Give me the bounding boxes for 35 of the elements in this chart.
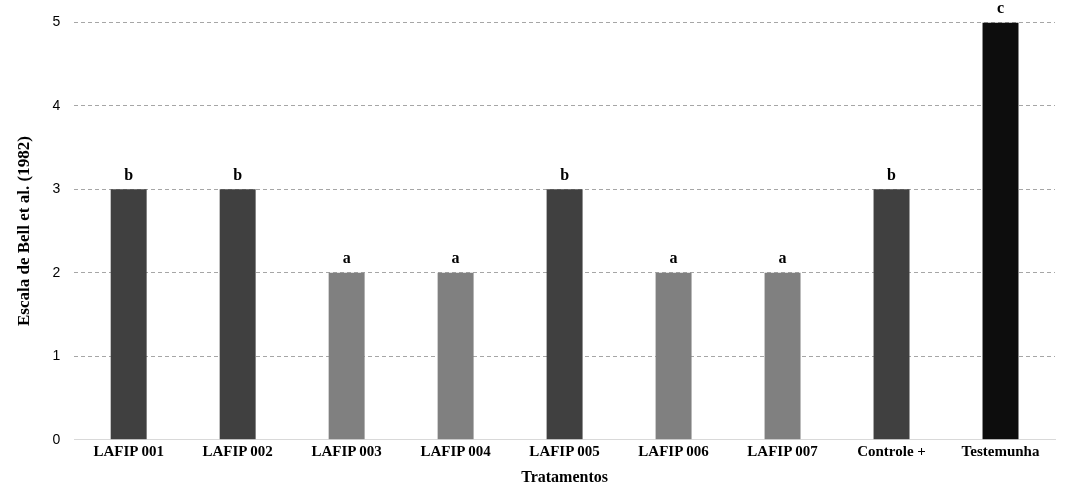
annotation: a [451,248,460,266]
y-tick-label: 5 [52,13,61,30]
bar [764,272,801,440]
y-tick-label: 0 [52,430,61,447]
x-tick-label: Controle + [857,442,926,459]
x-tick-label: LAFIP 005 [529,442,600,459]
x-tick-label: LAFIP 001 [93,442,164,459]
x-tick-label: LAFIP 007 [747,442,819,459]
annotation: a [342,248,351,266]
annotation: b [233,165,243,183]
y-axis-title: Escala de Bell et al. (1982) [13,136,33,327]
y-tick-label: 3 [52,180,61,197]
bar [655,272,692,440]
bar [546,189,583,440]
y-tick-label: 2 [52,263,61,280]
bar [873,189,910,440]
x-tick-label: Testemunha [961,442,1040,459]
annotation: a [669,248,678,266]
annotation: b [560,165,570,183]
x-tick-label: LAFIP 006 [638,442,710,459]
x-tick-label: LAFIP 004 [420,442,492,459]
bar [982,22,1019,440]
y-tick-label: 1 [52,347,61,364]
x-axis-title: Tratamentos [521,467,608,485]
y-tick-label: 4 [52,96,61,113]
x-tick-label: LAFIP 003 [311,442,382,459]
annotation: a [778,248,787,266]
bar [110,189,147,440]
x-tick-label: LAFIP 002 [202,442,273,459]
annotation: b [887,165,897,183]
bar [437,272,474,440]
annotation: b [124,165,134,183]
bar [328,272,365,440]
annotation: c [996,0,1005,16]
bar [219,189,256,440]
